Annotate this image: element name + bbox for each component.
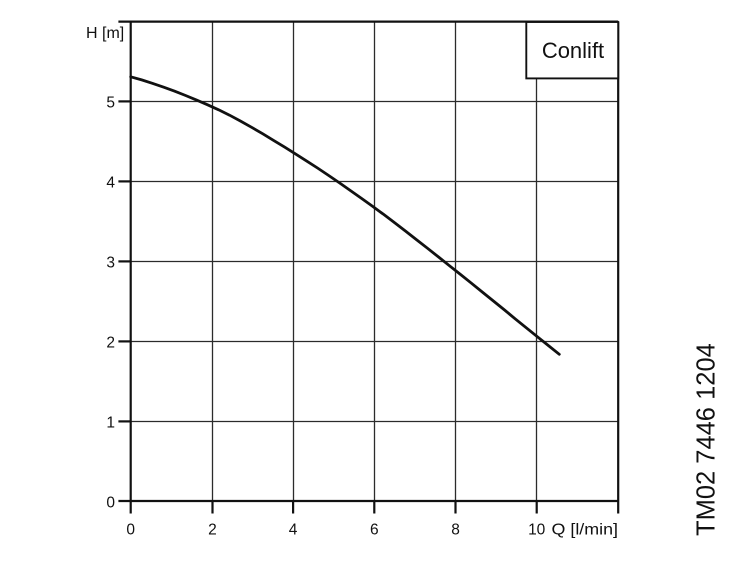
svg-text:6: 6 bbox=[370, 522, 379, 539]
svg-text:3: 3 bbox=[106, 255, 115, 272]
svg-text:2: 2 bbox=[208, 522, 217, 539]
svg-text:0: 0 bbox=[126, 522, 135, 539]
svg-text:Conlift: Conlift bbox=[542, 38, 604, 63]
svg-text:4: 4 bbox=[106, 175, 115, 192]
svg-text:H [m]: H [m] bbox=[86, 25, 124, 42]
svg-text:10: 10 bbox=[528, 522, 546, 539]
svg-text:1: 1 bbox=[106, 415, 115, 432]
svg-text:4: 4 bbox=[289, 522, 298, 539]
svg-text:0: 0 bbox=[106, 495, 115, 512]
svg-text:5: 5 bbox=[106, 95, 115, 112]
svg-text:2: 2 bbox=[106, 335, 115, 352]
svg-text:8: 8 bbox=[451, 522, 460, 539]
svg-text:TM02 7446 1204: TM02 7446 1204 bbox=[693, 343, 721, 536]
svg-text:Q [l/min]: Q [l/min] bbox=[552, 522, 619, 539]
